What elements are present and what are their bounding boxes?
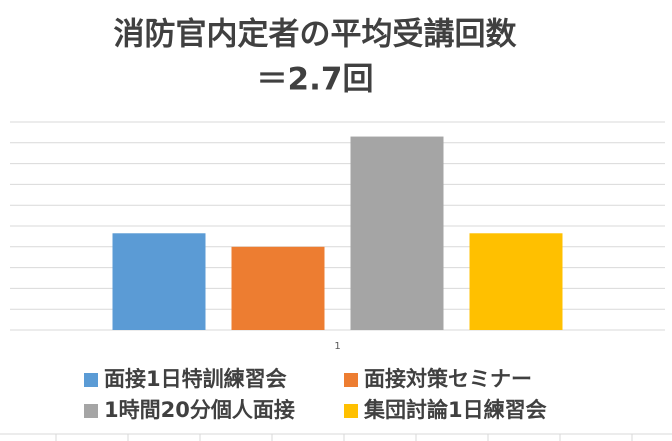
legend-label: 面接1日特訓練習会 <box>104 367 287 391</box>
legend-label: 1時間20分個人面接 <box>104 398 295 422</box>
legend-label: 面接対策セミナー <box>364 367 532 391</box>
x-tick-label: 1 <box>334 341 340 352</box>
bar <box>469 233 563 330</box>
legend-swatch <box>344 404 358 418</box>
bar <box>231 246 325 330</box>
bar <box>112 233 206 330</box>
legend-swatch <box>84 404 98 418</box>
sheet-gridlines <box>0 433 672 441</box>
bar <box>350 136 444 330</box>
legend-label: 集団討論1日練習会 <box>363 398 547 422</box>
legend-swatch <box>84 373 98 387</box>
chart-title: 消防官内定者の平均受講回数 <box>114 17 517 53</box>
legend-swatch <box>344 373 358 387</box>
chart-subtitle: ＝2.7回 <box>257 62 374 98</box>
